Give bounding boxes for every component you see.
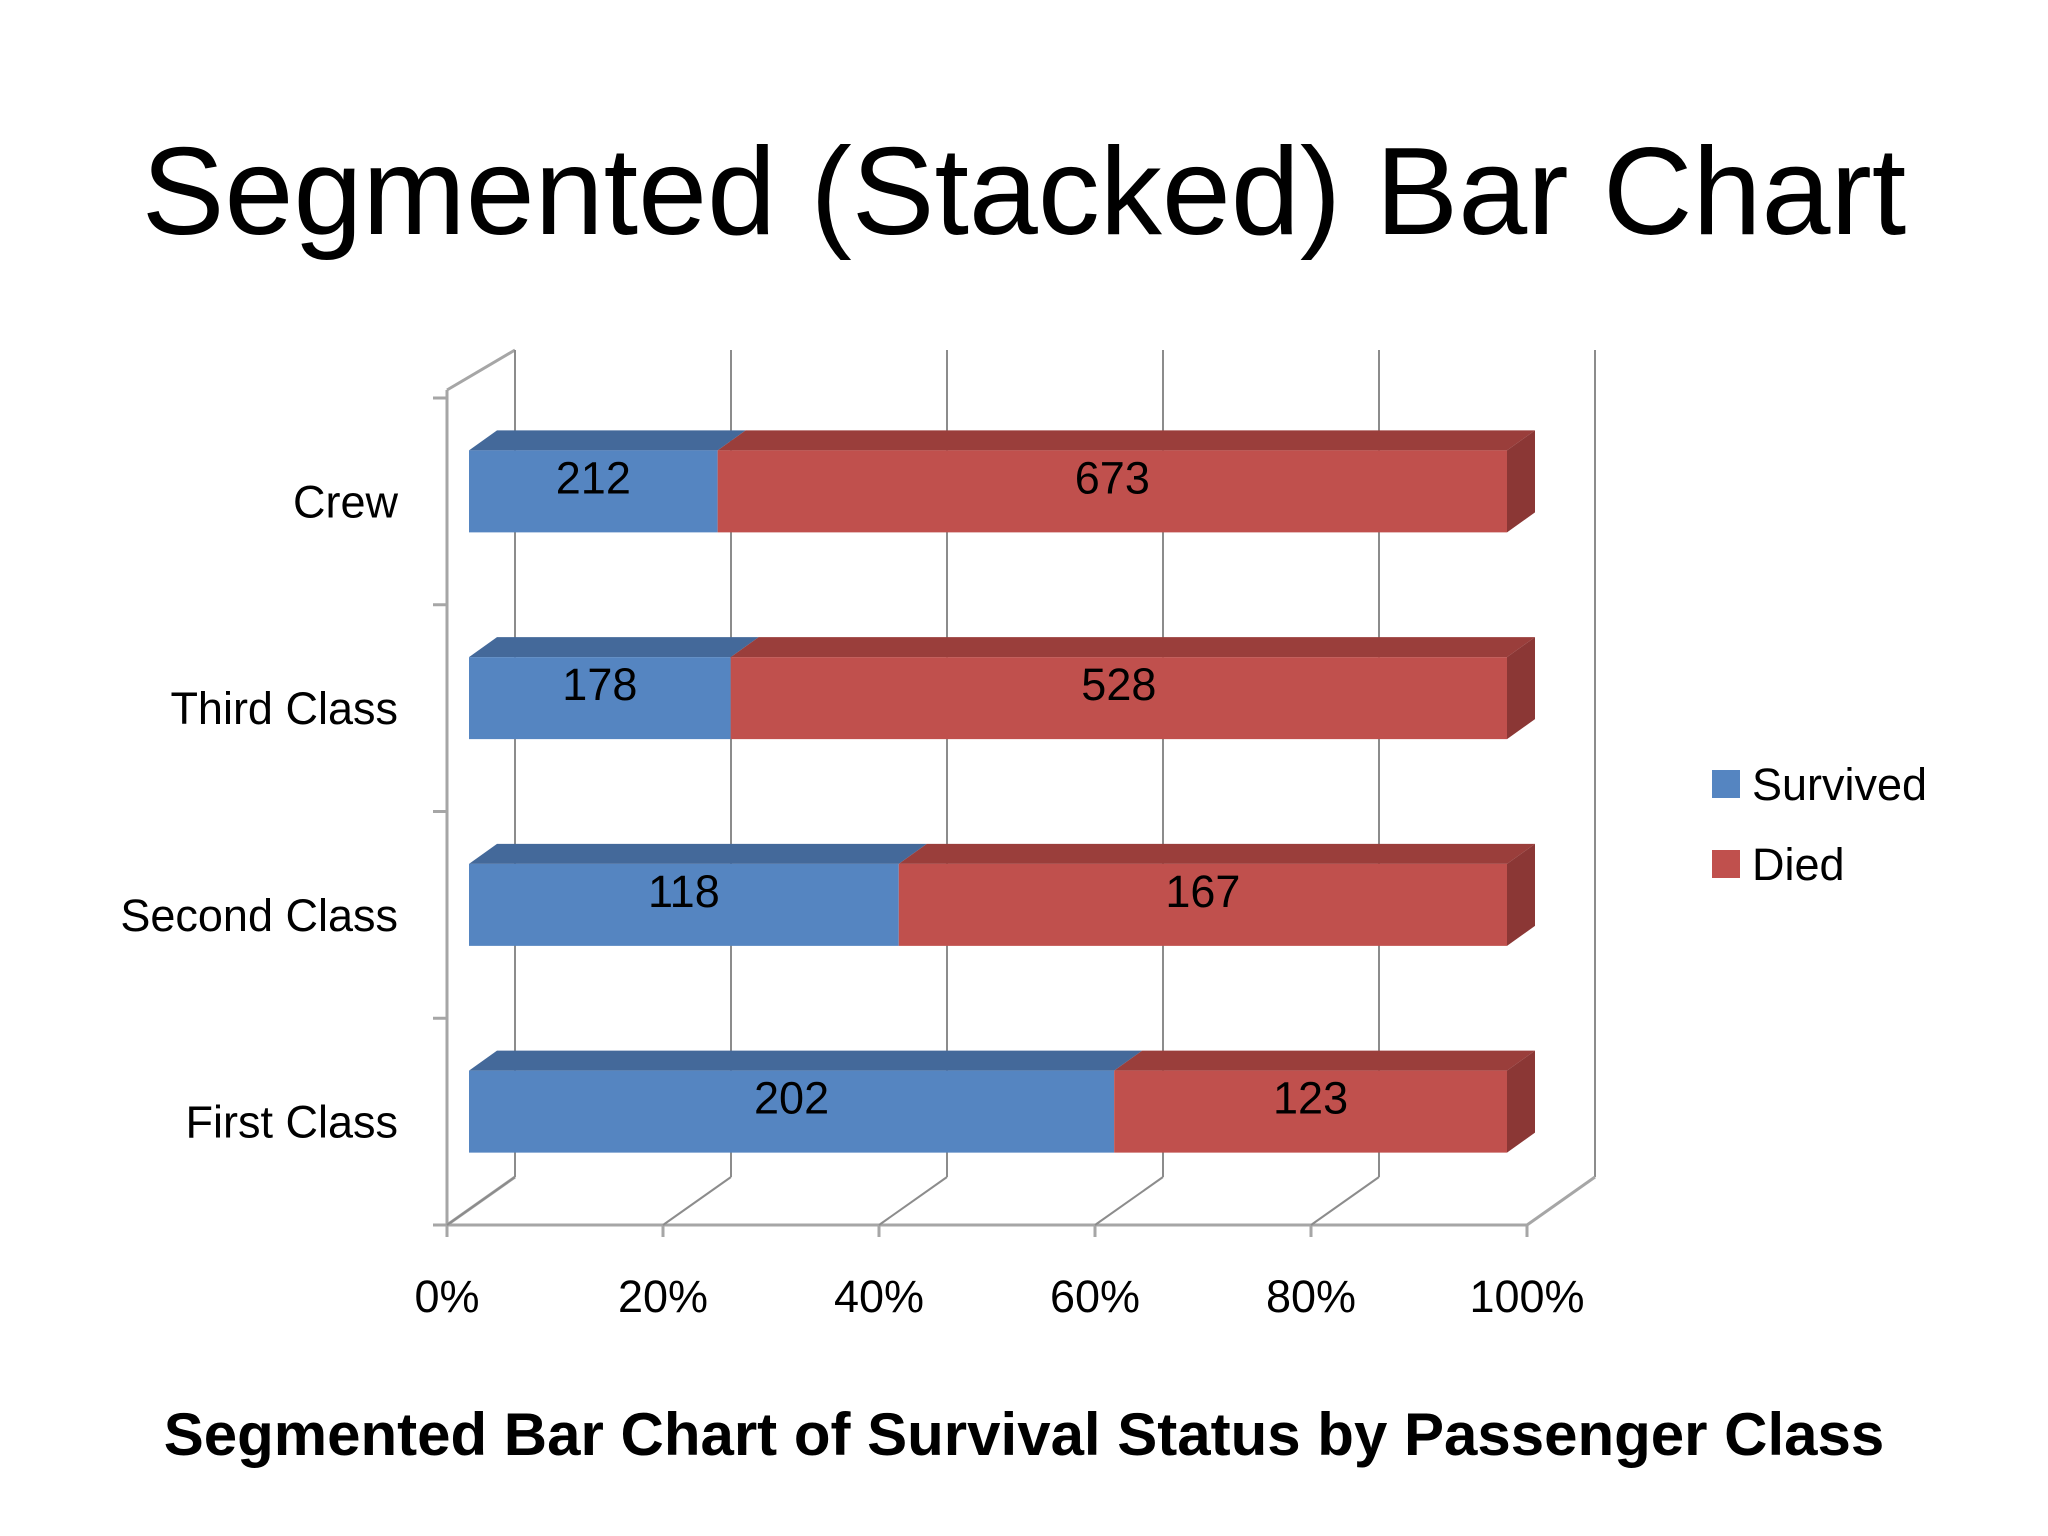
chart-bars [469,430,1535,1153]
chart-labels: 0% 20% 40% 60% 80% 100% First Class 202 123 Secon… [120,452,1584,1322]
bar-side-face [1507,843,1535,946]
x-tick-label: 60% [1050,1271,1140,1322]
x-tick-label: 80% [1266,1271,1356,1322]
legend-label: Died [1752,839,1845,890]
category-label: First Class [186,1097,399,1148]
gridline-floor [662,1176,732,1226]
data-label: 178 [562,659,637,710]
bar-segment [717,450,1507,533]
slide-title: Segmented (Stacked) Bar Chart [141,123,1907,261]
legend-label: Survived [1752,759,1927,810]
data-label: 167 [1165,866,1240,917]
x-tick-label: 100% [1469,1271,1584,1322]
bar-top-face [469,1050,1143,1071]
bar-top-face [469,430,746,451]
category-label: Third Class [170,683,398,734]
bar-segment [469,450,718,533]
bar-side-face [1507,430,1535,533]
bar-side-face [1507,1050,1535,1153]
legend-swatch [1712,770,1740,798]
bar-segment [898,863,1507,946]
bar-top-face [898,843,1535,864]
data-label: 118 [648,866,720,917]
data-label: 212 [556,452,631,503]
data-label: 123 [1273,1073,1348,1124]
y-axis-top-edge [446,348,516,392]
bar-segment [469,1070,1115,1153]
category-label: Crew [293,476,399,527]
bar-segment [730,657,1507,740]
legend-swatch [1712,850,1740,878]
bar-segment [1114,1070,1507,1153]
gridline-floor [446,1176,516,1226]
gridline-floor [1094,1176,1164,1226]
category-label: Second Class [120,890,398,941]
x-tick-label: 0% [414,1271,479,1322]
chart-caption: Segmented Bar Chart of Survival Status b… [163,1401,1885,1468]
floor-right-edge [1526,1175,1596,1227]
data-label: 673 [1075,452,1150,503]
gridline-floor [878,1176,948,1226]
bar-top-face [1114,1050,1535,1071]
bar-top-face [717,430,1535,451]
data-label: 528 [1081,659,1156,710]
chart-legend: Survived Died [1712,759,1927,890]
x-tick-label: 40% [834,1271,924,1322]
gridline-floor [1310,1176,1380,1226]
bar-top-face [730,637,1535,658]
bar-top-face [469,843,927,864]
bar-side-face [1507,637,1535,740]
bar-segment [469,863,899,946]
x-tick-label: 20% [618,1271,708,1322]
bar-segment [469,657,731,740]
data-label: 202 [754,1073,829,1124]
bar-top-face [469,637,759,658]
